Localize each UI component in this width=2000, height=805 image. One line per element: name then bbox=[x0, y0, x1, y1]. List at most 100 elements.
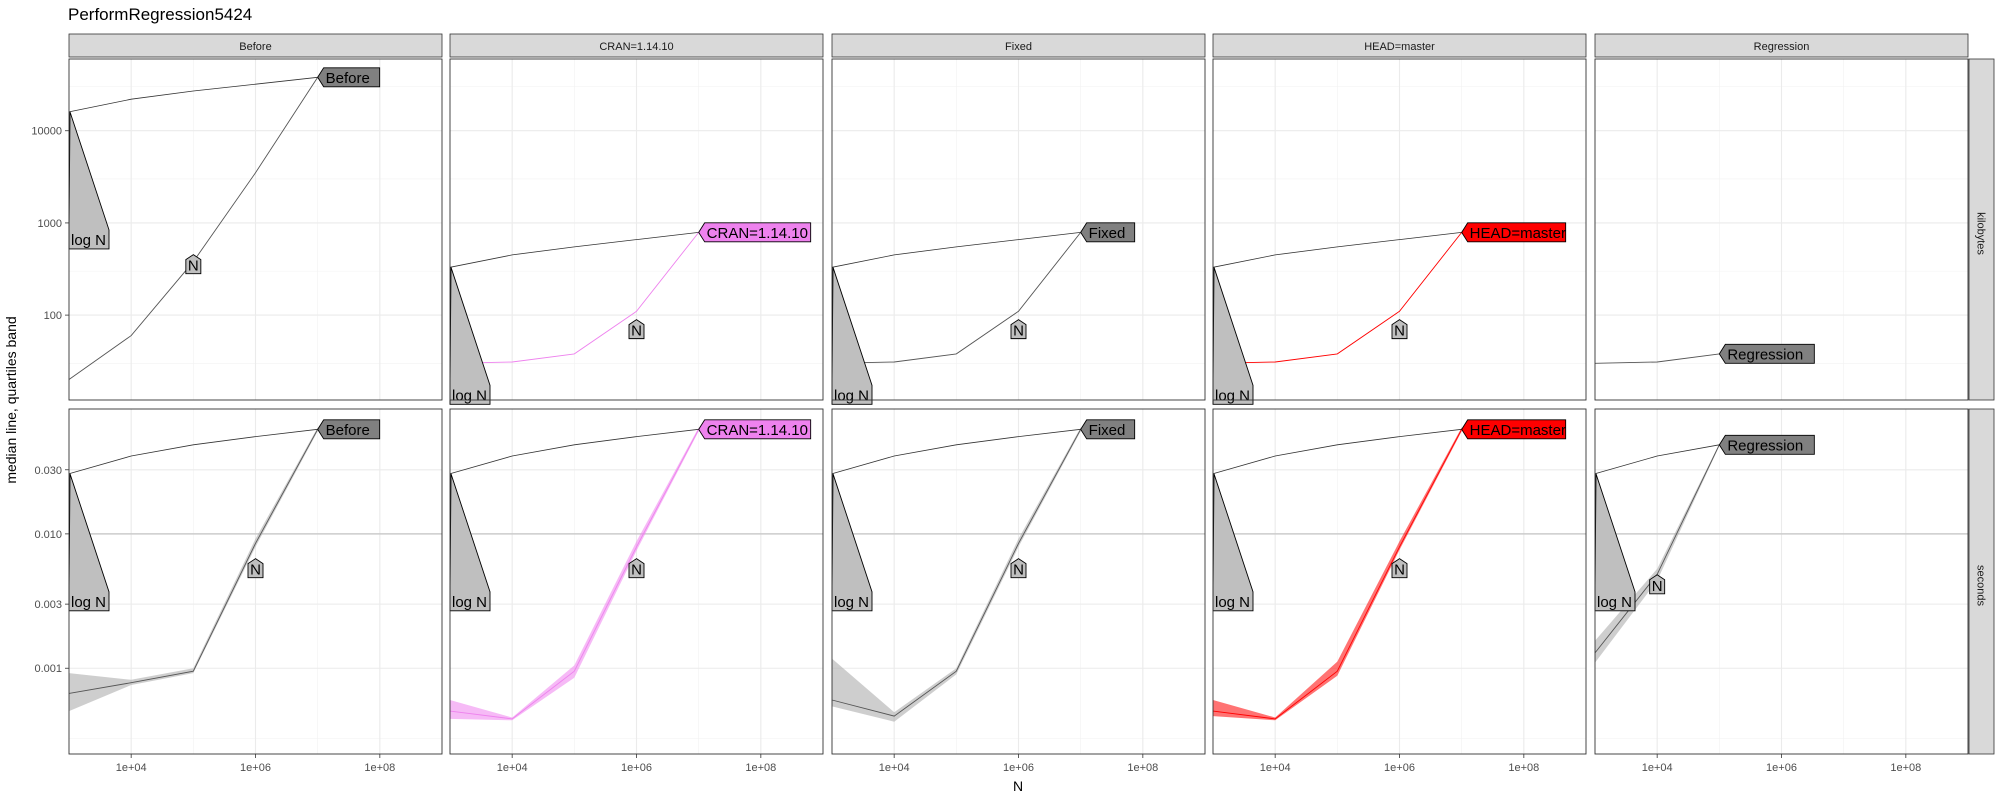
log-n-label: log N bbox=[1215, 594, 1250, 611]
facet-strip-label-fixed: Fixed bbox=[1005, 41, 1032, 53]
quartiles-band-head-master bbox=[1213, 427, 1462, 721]
series-label-box-fixed bbox=[1080, 222, 1136, 243]
n-callout-box bbox=[185, 254, 202, 275]
median-line-regression bbox=[1594, 353, 1720, 364]
n-label: N bbox=[1394, 562, 1405, 579]
n-label: N bbox=[1394, 323, 1405, 340]
median-line-before bbox=[68, 429, 319, 694]
median-line-cran-1-14-10 bbox=[449, 429, 700, 720]
panel-border bbox=[831, 408, 1206, 755]
log-n-label: log N bbox=[71, 594, 106, 611]
x-tick-label: 1e+06 bbox=[1003, 762, 1034, 774]
facet-strip-label-before: Before bbox=[239, 41, 271, 53]
n-label: N bbox=[1013, 562, 1024, 579]
x-tick-label: 1e+04 bbox=[1642, 762, 1673, 774]
x-tick-label: 1e+04 bbox=[879, 762, 910, 774]
facet-strip-label-regression: Regression bbox=[1754, 41, 1810, 53]
log-n-reference-line bbox=[449, 428, 699, 475]
panel-border bbox=[68, 408, 443, 755]
y-tick-label: 100 bbox=[44, 310, 62, 322]
series-label-head-master: HEAD=master bbox=[1470, 225, 1566, 242]
series-label-box-regression bbox=[1718, 343, 1815, 364]
series-label-box-cran-1-14-10 bbox=[698, 419, 812, 440]
facet-strip-label-seconds: seconds bbox=[1975, 565, 1987, 606]
series-label-cran-1-14-10: CRAN=1.14.10 bbox=[707, 422, 808, 439]
facet-strip-kilobytes bbox=[1968, 58, 1995, 401]
panel-head-master-kilobytes: log N N HEAD=master bbox=[1212, 58, 1587, 405]
x-tick-label: 1e+08 bbox=[1127, 762, 1158, 774]
x-tick-label: 1e+08 bbox=[1890, 762, 1921, 774]
facet-strip-head-master bbox=[1212, 33, 1587, 58]
series-label-fixed: Fixed bbox=[1089, 225, 1126, 242]
panel-border bbox=[68, 58, 443, 401]
facet-strip-label-cran-1-14-10: CRAN=1.14.10 bbox=[599, 41, 673, 53]
n-label: N bbox=[1013, 323, 1024, 340]
panel-border bbox=[1594, 408, 1969, 755]
median-line-head-master bbox=[1212, 232, 1463, 364]
panel-before-seconds: log N N Before bbox=[68, 408, 443, 755]
panel-border bbox=[1212, 408, 1587, 755]
x-tick-label: 1e+04 bbox=[1260, 762, 1291, 774]
log-n-label: log N bbox=[452, 387, 487, 404]
n-label: N bbox=[631, 562, 642, 579]
series-label-regression: Regression bbox=[1727, 346, 1803, 363]
n-callout-box bbox=[1010, 558, 1027, 579]
n-label: N bbox=[1652, 578, 1663, 595]
series-label-box-cran-1-14-10 bbox=[698, 222, 812, 243]
median-line-head-master bbox=[1212, 429, 1463, 720]
panel-fixed-seconds: log N N Fixed bbox=[831, 408, 1206, 755]
n-callout-box bbox=[628, 319, 645, 340]
y-tick-label: 0.010 bbox=[34, 529, 62, 541]
series-label-regression: Regression bbox=[1727, 437, 1803, 454]
log-n-label: log N bbox=[71, 232, 106, 249]
y-tick-label: 0.030 bbox=[34, 465, 62, 477]
facet-strip-label-kilobytes: kilobytes bbox=[1975, 212, 1987, 255]
panel-regression-seconds: log N N Regression bbox=[1594, 408, 1969, 755]
log-n-label: log N bbox=[452, 594, 487, 611]
series-label-before: Before bbox=[326, 422, 370, 439]
y-tick-label: 10000 bbox=[31, 126, 62, 138]
x-tick-label: 1e+06 bbox=[240, 762, 271, 774]
log-n-reference-line bbox=[449, 232, 699, 268]
log-n-reference-line bbox=[1212, 232, 1462, 268]
panel-border bbox=[449, 408, 824, 755]
median-line-fixed bbox=[831, 232, 1082, 364]
n-callout-box bbox=[247, 558, 264, 579]
panel-border bbox=[449, 58, 824, 401]
series-label-box-head-master bbox=[1461, 222, 1567, 243]
series-label-box-fixed bbox=[1080, 419, 1136, 440]
panel-border bbox=[1594, 58, 1969, 401]
y-tick-label: 0.001 bbox=[34, 663, 62, 675]
n-callout-box bbox=[1391, 558, 1408, 579]
x-tick-label: 1e+04 bbox=[116, 762, 147, 774]
panel-before-kilobytes: log N N Before bbox=[68, 58, 443, 401]
n-label: N bbox=[631, 323, 642, 340]
panel-border bbox=[831, 58, 1206, 401]
quartiles-band-before bbox=[69, 427, 318, 712]
series-label-head-master: HEAD=master bbox=[1470, 422, 1566, 439]
series-label-box-regression bbox=[1718, 434, 1815, 455]
series-label-box-before bbox=[317, 419, 381, 440]
n-callout-box bbox=[628, 558, 645, 579]
facet-strip-regression bbox=[1594, 33, 1969, 58]
log-n-reference-line bbox=[68, 428, 318, 475]
y-tick-label: 1000 bbox=[38, 218, 62, 230]
facet-strip-before bbox=[68, 33, 443, 58]
series-label-cran-1-14-10: CRAN=1.14.10 bbox=[707, 225, 808, 242]
facet-strip-seconds bbox=[1968, 408, 1995, 755]
x-tick-label: 1e+08 bbox=[364, 762, 395, 774]
log-n-label: log N bbox=[1597, 594, 1632, 611]
series-label-fixed: Fixed bbox=[1089, 422, 1126, 439]
n-label: N bbox=[250, 562, 261, 579]
panel-cran-1-14-10-seconds: log N N CRAN=1.14.10 bbox=[449, 408, 824, 755]
panel-border bbox=[1212, 58, 1587, 401]
log-n-reference-line bbox=[831, 232, 1081, 268]
quartiles-band-fixed bbox=[832, 427, 1081, 722]
x-tick-label: 1e+06 bbox=[1766, 762, 1797, 774]
panel-regression-kilobytes: Regression bbox=[1594, 58, 1969, 401]
x-tick-label: 1e+06 bbox=[1384, 762, 1415, 774]
chart-title: PerformRegression5424 bbox=[68, 5, 252, 24]
panel-cran-1-14-10-kilobytes: log N N CRAN=1.14.10 bbox=[449, 58, 824, 405]
